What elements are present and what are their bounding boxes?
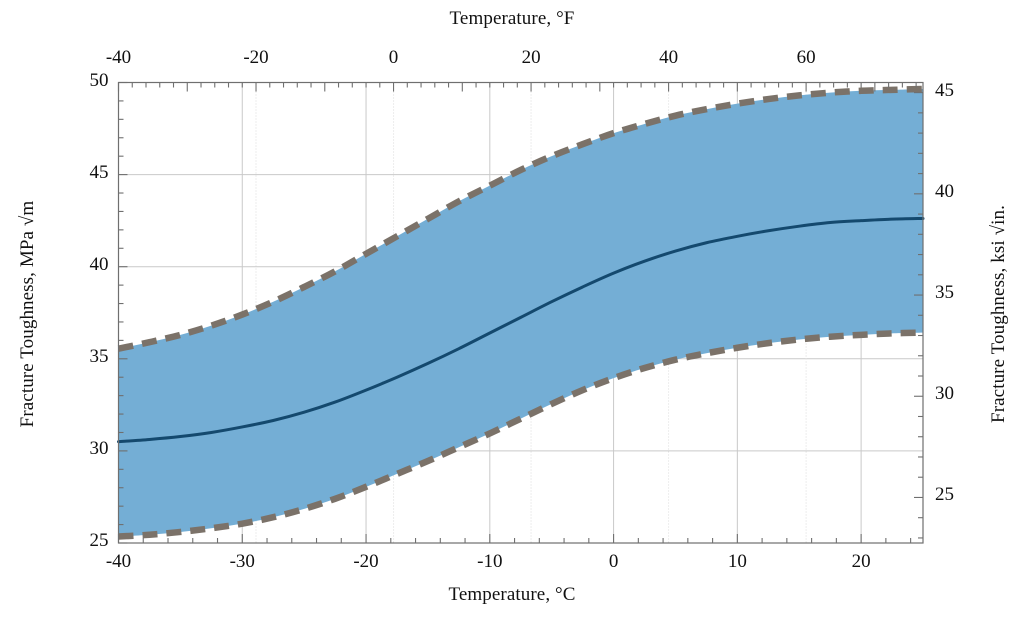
bottom-axis-tick-label: -10 xyxy=(477,551,503,572)
axis-frame xyxy=(117,81,924,544)
bound-curve xyxy=(117,85,924,352)
right-axis-tick-label: 35 xyxy=(935,282,954,304)
top-axis-tick-label: 40 xyxy=(659,46,679,68)
top-axis-tick-label: 20 xyxy=(521,46,541,68)
top-axis-tick-label: 60 xyxy=(796,46,816,68)
right-axis-tick-label: 40 xyxy=(935,180,954,202)
bottom-axis-title: Temperature, °C xyxy=(448,584,576,605)
bottom-axis-tick-label: -20 xyxy=(353,551,379,572)
axis-ticks xyxy=(117,81,923,544)
left-axis-tick-label: 45 xyxy=(89,161,109,183)
plot-frame xyxy=(117,81,924,544)
bound-curve xyxy=(118,329,924,540)
left-axis-tick-label: 30 xyxy=(89,437,109,459)
bottom-axis-tick-label: -40 xyxy=(105,551,132,572)
top-axis-title: Temperature, °F xyxy=(449,8,575,29)
mean-curve xyxy=(117,216,925,444)
scatter-band-area xyxy=(118,88,923,537)
bottom-axis-tick-label: -30 xyxy=(229,551,255,572)
left-axis-tick-label: 40 xyxy=(89,253,109,275)
top-axis-tick-label: -20 xyxy=(243,46,269,68)
left-axis-tick-label: 25 xyxy=(89,530,109,551)
scatter-band-fill xyxy=(118,88,923,537)
top-axis-tick-label: 0 xyxy=(388,46,399,68)
right-axis-tick-label: 45 xyxy=(935,79,954,101)
right-axis-tick-label: 30 xyxy=(935,383,954,405)
bottom-axis-tick-label: 20 xyxy=(851,551,871,572)
right-axis-tick-label: 25 xyxy=(935,484,954,506)
bottom-axis-tick-label: 0 xyxy=(608,551,619,572)
top-axis-tick-label: -40 xyxy=(105,46,132,68)
left-axis-tick-label: 35 xyxy=(89,345,109,367)
bottom-axis-tick-label: 10 xyxy=(727,551,747,572)
left-axis-tick-label: 50 xyxy=(89,69,109,91)
data-curves xyxy=(117,85,925,540)
